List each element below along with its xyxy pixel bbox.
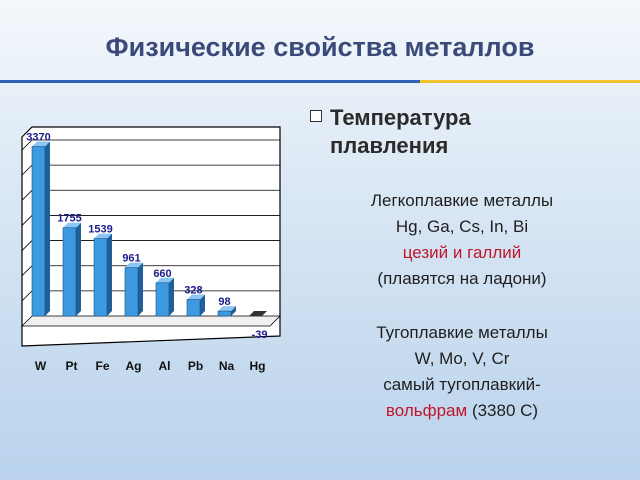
bar-Al (155, 282, 170, 317)
title-underline (0, 80, 640, 83)
high-melting-list: W, Mo, V, Cr (414, 349, 510, 368)
bar-top-Ag (125, 262, 143, 268)
tick-label: Fe (95, 359, 109, 373)
slide-title: Физические свойства металлов (105, 32, 535, 62)
data-label: 961 (122, 253, 140, 265)
bar-side-Fe (107, 233, 112, 316)
low-melting-block: Легкоплавкие металлы Hg, Ga, Cs, In, Bi … (312, 188, 612, 292)
gridline (21, 139, 280, 151)
bar-top-Pt (63, 222, 81, 228)
tick-label: Hg (250, 359, 266, 373)
low-melting-list: Hg, Ga, Cs, In, Bi (395, 217, 529, 236)
bar-Na (217, 310, 232, 317)
tick-label: Al (159, 359, 171, 373)
tick-label: Pt (66, 359, 78, 373)
chart-floor (21, 315, 281, 327)
tick-label: Pb (188, 359, 203, 373)
bar-Pt (62, 227, 77, 317)
bar-side-Ag (138, 262, 143, 316)
high-melting-line: самый тугоплавкий- (383, 375, 541, 394)
bar-top-Na (218, 306, 236, 312)
low-melting-header: Легкоплавкие металлы (370, 191, 554, 210)
data-label: 1755 (57, 213, 81, 225)
bar-W (31, 146, 46, 317)
high-melting-result: вольфрам (3380 С) (312, 398, 612, 424)
bar-side-Pt (76, 222, 81, 316)
low-melting-note: (плавятся на ладони) (377, 269, 547, 288)
high-melting-block: Тугоплавкие металлы W, Mo, V, Cr самый т… (312, 320, 612, 424)
tungsten-temp: (3380 С) (471, 401, 539, 420)
data-label: -39 (252, 329, 268, 341)
data-label: 328 (184, 285, 202, 297)
heading-line-1: Температура (330, 105, 471, 130)
bar-side-Al (169, 277, 174, 316)
bar-top-W (32, 141, 50, 147)
bar-side-Na (231, 306, 236, 316)
bar-top-Al (156, 277, 174, 283)
bar-Pb (186, 299, 201, 317)
bar-top-Fe (94, 233, 112, 239)
bar-side-Pb (200, 294, 205, 316)
high-melting-header: Тугоплавкие металлы (376, 323, 548, 342)
bar-Hg (249, 311, 267, 316)
bullet-heading: Температура плавления (330, 104, 630, 160)
bar-top-Pb (187, 294, 205, 300)
tungsten-highlight: вольфрам (385, 401, 468, 420)
bar-Fe (93, 238, 108, 317)
data-label: 3370 (26, 132, 50, 144)
tick-label: Na (219, 359, 235, 373)
data-label: 660 (153, 268, 171, 280)
tick-label: Ag (126, 359, 142, 373)
low-melting-highlight: цезий и галлий (402, 243, 522, 262)
plot-area (21, 126, 281, 347)
data-label: 1539 (88, 224, 112, 236)
heading-line-2: плавления (330, 133, 449, 158)
bullet-icon (310, 110, 322, 122)
tick-label: W (35, 359, 47, 373)
bar-side-W (45, 141, 50, 316)
bar-Ag (124, 267, 139, 317)
data-label: 98 (218, 296, 230, 308)
